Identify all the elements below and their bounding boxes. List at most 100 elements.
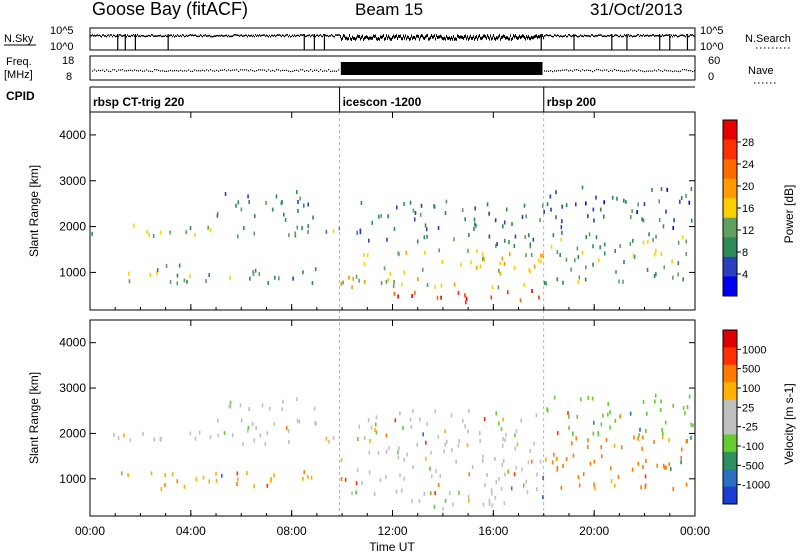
echo-mark xyxy=(433,504,436,509)
echo-mark xyxy=(551,460,554,465)
echo-mark xyxy=(595,235,598,240)
echo-mark xyxy=(550,207,552,212)
freq-mark xyxy=(110,70,112,73)
echo-mark xyxy=(445,439,448,444)
nsky-mark xyxy=(100,35,101,37)
colorbar-segment xyxy=(723,469,737,488)
echo-mark xyxy=(410,424,413,429)
echo-mark xyxy=(470,260,472,265)
nsky-mark xyxy=(569,34,570,36)
nsky-mark xyxy=(246,34,247,37)
echo-mark xyxy=(568,414,570,419)
nsky-mark xyxy=(321,35,322,37)
echo-mark xyxy=(273,473,275,478)
nsky-mark xyxy=(103,34,104,36)
nsky-mark xyxy=(371,36,372,40)
nsky-mark xyxy=(575,34,576,37)
echo-mark xyxy=(400,282,403,287)
echo-mark xyxy=(685,439,688,444)
echo-mark xyxy=(414,210,417,215)
echo-mark xyxy=(409,200,412,205)
nsky-mark xyxy=(317,34,318,36)
nsky-mark xyxy=(213,35,214,38)
x-tick-label: 20:00 xyxy=(579,524,609,538)
nsky-mark xyxy=(597,35,598,37)
echo-mark xyxy=(562,464,564,469)
echo-mark xyxy=(437,482,440,487)
nsky-mark xyxy=(530,37,531,41)
echo-mark xyxy=(545,281,548,286)
echo-mark xyxy=(302,270,304,275)
nsky-mark xyxy=(500,37,501,41)
echo-mark xyxy=(440,283,443,288)
freq-mark xyxy=(610,69,612,71)
nsky-trace xyxy=(90,34,695,50)
nsky-mark xyxy=(293,35,294,38)
nsky-mark xyxy=(515,34,516,38)
beam-title: Beam 15 xyxy=(355,0,423,19)
echo-mark xyxy=(165,264,168,269)
echo-mark xyxy=(690,186,693,191)
freq-mark xyxy=(576,69,578,71)
nsky-mark xyxy=(342,36,343,40)
nsky-mark xyxy=(395,35,396,39)
nsky-mark xyxy=(522,34,523,38)
freq-mark xyxy=(250,69,252,71)
freq-mark xyxy=(290,70,292,73)
nsky-mark xyxy=(602,35,603,38)
echo-mark xyxy=(669,467,672,472)
echo-mark xyxy=(613,483,616,488)
echo-mark xyxy=(468,409,470,414)
echo-mark xyxy=(533,264,536,269)
nsky-mark xyxy=(606,35,607,38)
nsky-mark xyxy=(322,35,323,38)
echo-mark xyxy=(684,411,686,416)
echo-mark xyxy=(523,203,526,208)
echo-mark xyxy=(120,471,123,476)
echo-mark xyxy=(457,290,460,295)
echo-mark xyxy=(411,499,413,504)
echo-mark xyxy=(313,406,316,411)
nsky-mark xyxy=(633,35,634,38)
echo-mark xyxy=(525,479,527,484)
echo-mark xyxy=(559,252,561,257)
echo-mark xyxy=(526,490,529,495)
nsky-mark xyxy=(144,35,145,38)
echo-mark xyxy=(646,411,648,416)
freq-mark xyxy=(656,70,658,72)
nsky-mark xyxy=(473,35,474,39)
nsky-mark xyxy=(105,34,106,37)
nsky-mark xyxy=(586,35,587,37)
echo-mark xyxy=(363,252,365,257)
freq-mark xyxy=(558,69,560,72)
nsky-mark xyxy=(123,34,124,37)
echo-mark xyxy=(348,275,350,280)
echo-mark xyxy=(488,211,490,216)
echo-mark xyxy=(503,220,506,225)
freq-mark xyxy=(640,70,642,72)
echo-mark xyxy=(424,223,427,228)
freq-mark xyxy=(210,69,212,71)
echo-mark xyxy=(252,270,254,275)
echo-mark xyxy=(533,441,535,446)
nsky-mark xyxy=(207,35,208,37)
echo-mark xyxy=(395,489,398,494)
freq-mark xyxy=(200,70,202,72)
echo-mark xyxy=(623,260,625,265)
colorbar-tick: 20 xyxy=(742,181,754,193)
echo-mark xyxy=(228,404,231,409)
nsky-mark xyxy=(660,35,661,38)
freq-mark xyxy=(218,70,220,72)
echo-mark xyxy=(220,473,223,478)
echo-mark xyxy=(520,418,523,423)
colorbar-segment xyxy=(723,276,737,297)
nsky-mark xyxy=(221,34,222,37)
colorbar-segment xyxy=(723,451,737,470)
echo-mark xyxy=(607,402,609,407)
nsky-mark xyxy=(115,35,116,38)
freq-mark xyxy=(556,70,558,72)
freq-mark xyxy=(224,69,226,71)
freq-mark xyxy=(280,70,282,72)
echo-mark xyxy=(613,443,616,448)
nsky-mark xyxy=(646,34,647,37)
